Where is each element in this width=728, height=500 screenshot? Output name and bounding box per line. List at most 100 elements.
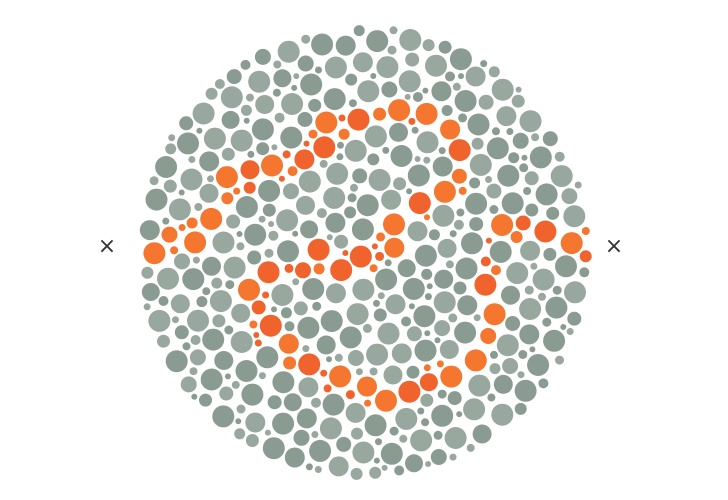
field-dot (224, 373, 231, 380)
figure-dot (262, 291, 270, 299)
field-dot (177, 132, 199, 155)
figure-dot (257, 261, 280, 284)
field-dot (271, 144, 278, 151)
field-dot (369, 367, 378, 376)
field-dot (399, 29, 422, 51)
figure-dot (436, 360, 444, 368)
field-dot (352, 278, 375, 301)
field-dot (258, 179, 281, 202)
field-dot (241, 383, 264, 406)
field-dot (319, 417, 342, 440)
field-dot (274, 112, 285, 123)
field-dot (247, 150, 255, 158)
field-dot (158, 296, 169, 306)
field-dot (337, 141, 344, 149)
figure-dot (284, 263, 294, 273)
figure-dot (143, 242, 166, 265)
field-dot (487, 393, 496, 402)
field-dot (199, 183, 219, 203)
figure-dot (254, 339, 262, 347)
figure-dot (375, 389, 397, 412)
field-dot (433, 291, 456, 314)
field-dot (423, 156, 431, 164)
figure-dot (448, 139, 471, 162)
field-dot (172, 316, 179, 324)
field-dot (315, 66, 322, 74)
field-dot (489, 363, 501, 375)
field-dot (230, 129, 253, 152)
field-dot (467, 113, 490, 136)
field-dot (434, 337, 441, 344)
field-dot (463, 398, 486, 421)
field-dot (302, 278, 325, 300)
field-dot (157, 334, 170, 348)
field-dot (236, 404, 246, 414)
figure-dot (345, 390, 355, 400)
field-dot (444, 427, 467, 449)
field-dot (350, 467, 363, 480)
field-dot (387, 45, 397, 55)
field-dot (356, 194, 379, 217)
field-dot (240, 104, 252, 116)
field-dot (485, 176, 492, 183)
field-dot (334, 353, 343, 362)
field-dot (141, 266, 154, 279)
field-dot (320, 310, 343, 333)
field-dot (324, 56, 347, 79)
field-dot (382, 146, 390, 154)
figure-dot (251, 300, 266, 315)
field-dot (478, 94, 494, 110)
field-dot (456, 411, 463, 418)
field-dot (322, 393, 345, 416)
field-dot (425, 461, 432, 467)
figure-dot (261, 154, 283, 177)
field-dot (453, 219, 464, 230)
field-dot (455, 257, 478, 280)
figure-dot (221, 192, 234, 205)
field-dot (165, 350, 188, 373)
field-dot (236, 242, 245, 251)
field-dot (348, 99, 357, 108)
figure-dot (313, 136, 336, 159)
field-dot (149, 176, 159, 186)
field-dot (394, 465, 405, 476)
field-dot (422, 39, 435, 52)
field-dot (461, 232, 483, 255)
field-dot (525, 203, 539, 217)
figure-dot (579, 250, 592, 263)
field-dot (258, 372, 266, 380)
field-dot (439, 340, 459, 359)
figure-dot (515, 215, 531, 231)
field-dot (488, 66, 500, 78)
field-dot (187, 309, 209, 332)
field-dot (375, 268, 398, 291)
field-dot (389, 426, 399, 436)
field-dot (489, 205, 499, 214)
field-dot (377, 322, 400, 345)
field-dot (271, 306, 277, 313)
field-dot (264, 429, 271, 436)
field-dot (205, 87, 218, 100)
field-dot (202, 328, 225, 351)
field-dot (231, 380, 240, 389)
field-dot (431, 81, 452, 102)
field-dot (311, 33, 334, 56)
field-dot (472, 424, 492, 444)
field-dot (465, 66, 486, 87)
field-dot (352, 52, 373, 73)
field-dot (199, 151, 220, 172)
figure-dot (308, 129, 318, 139)
field-dot (247, 250, 262, 265)
field-dot (328, 456, 349, 477)
field-dot (552, 285, 562, 295)
field-dot (244, 223, 267, 246)
field-dot (297, 112, 313, 127)
figure-dot (440, 365, 463, 388)
field-dot (406, 188, 413, 195)
plate-dots (139, 25, 592, 480)
field-dot (284, 447, 305, 468)
figure-dot (383, 213, 405, 236)
field-dot (334, 234, 349, 249)
figure-dot (349, 245, 372, 268)
field-dot (355, 368, 363, 376)
